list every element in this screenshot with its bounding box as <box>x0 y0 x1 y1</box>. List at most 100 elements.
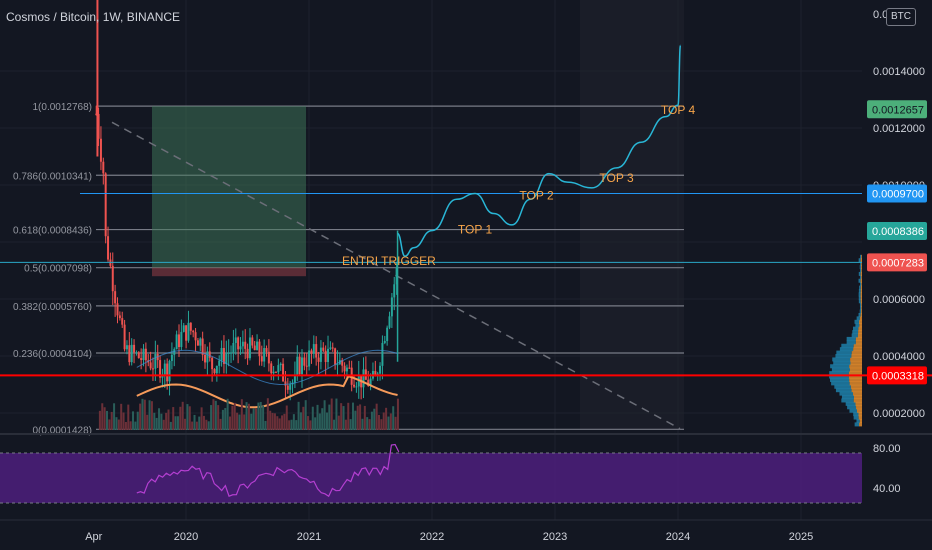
profile-bar <box>861 275 862 280</box>
candle-body <box>317 357 320 362</box>
price-tick: 0.0002000 <box>873 408 925 420</box>
volume-bar <box>344 419 347 430</box>
future-zone <box>580 0 684 430</box>
profile-bar <box>853 343 862 348</box>
candle-body <box>232 342 235 353</box>
profit-zone <box>152 106 306 268</box>
profile-bar <box>851 354 862 358</box>
profile-bar <box>861 302 862 307</box>
symbol-title: Cosmos / Bitcoin, 1W, BINANCE <box>6 10 181 24</box>
volume-bar <box>281 415 284 430</box>
candle-body <box>140 358 143 361</box>
volume-bar <box>141 398 144 430</box>
candle-body <box>282 363 285 382</box>
candle-body <box>300 357 303 375</box>
volume-bar <box>167 409 170 430</box>
volume-bar <box>139 403 142 430</box>
candle-body <box>353 384 356 387</box>
profile-bar <box>855 323 860 328</box>
volume-bar <box>351 402 354 430</box>
candle-body <box>355 386 358 388</box>
candle-body <box>208 351 211 358</box>
candle-body <box>390 297 393 317</box>
candle-body <box>381 342 384 366</box>
rsi-tick: 40.00 <box>873 483 901 495</box>
annotation-label: TOP 3 <box>599 171 634 185</box>
volume-bar <box>370 411 373 430</box>
candle-body <box>244 341 247 349</box>
profile-bar <box>860 306 862 311</box>
volume-bar <box>342 406 345 430</box>
volume-bar <box>311 406 314 430</box>
time-tick: 2022 <box>420 531 444 543</box>
candle-body <box>123 324 126 350</box>
rsi-tick: 80.00 <box>873 443 901 455</box>
volume-bar <box>108 419 111 430</box>
volume-bar <box>385 407 388 430</box>
volume-bar <box>359 404 362 430</box>
profile-bar <box>860 312 862 317</box>
profile-bar <box>860 285 862 290</box>
profile-bar <box>857 333 862 338</box>
profile-bar <box>858 278 861 283</box>
volume-bar <box>205 419 208 430</box>
profile-bar <box>835 388 852 393</box>
candle-body <box>104 173 107 237</box>
candle-body <box>185 325 188 341</box>
volume-bar <box>160 413 163 430</box>
profile-bar <box>852 330 859 335</box>
profile-bar <box>853 412 859 417</box>
candle-body <box>253 345 256 351</box>
volume-bar <box>363 405 366 430</box>
volume-bar <box>224 408 227 430</box>
candle-body <box>222 347 225 364</box>
volume-bars <box>98 398 399 430</box>
rsi-line <box>136 443 400 498</box>
volume-bar <box>245 402 248 430</box>
volume-bar <box>129 421 132 430</box>
currency-badge[interactable]: BTC <box>886 8 916 26</box>
annotations: ENTRI TRIGGER TOP 1 TOP 2 TOP 3 TOP 4 <box>342 103 695 268</box>
profile-bar <box>847 405 857 410</box>
profile-bar <box>858 415 862 420</box>
volume-bar <box>271 412 274 430</box>
candle-body <box>393 284 396 298</box>
volume-bar <box>340 403 343 430</box>
candle-body <box>324 350 327 363</box>
volume-bar <box>148 400 151 430</box>
time-tick: 2021 <box>297 531 321 543</box>
candle-body <box>298 356 301 375</box>
candle-body <box>170 354 173 361</box>
profile-bar <box>849 367 862 372</box>
profile-bar <box>854 319 859 324</box>
volume-bar <box>226 398 229 430</box>
candle-body <box>206 351 209 363</box>
price-badge-text: 0.0007283 <box>872 257 924 269</box>
profile-bar <box>836 350 852 355</box>
stop-zone <box>152 267 306 277</box>
volume-bar <box>302 406 305 430</box>
candle-body <box>187 322 190 341</box>
volume-bar <box>124 421 127 430</box>
volume-bar <box>255 408 258 430</box>
profile-bar <box>861 306 862 311</box>
volume-bar <box>266 398 269 430</box>
profile-bar <box>855 401 862 406</box>
profile-bar <box>860 295 862 300</box>
candle-body <box>312 344 315 354</box>
candle-body <box>305 365 308 367</box>
time-tick: 2020 <box>174 531 198 543</box>
rsi-band <box>0 453 862 503</box>
candle-body <box>199 338 202 346</box>
profile-bar <box>853 415 859 420</box>
profile-bar <box>860 289 862 294</box>
fib-label: 0.618(0.0008436) <box>13 226 92 237</box>
volume-bar <box>228 416 231 430</box>
candle-body <box>322 347 325 351</box>
volume-bar <box>323 400 326 430</box>
volume-bar <box>380 419 383 430</box>
volume-bar <box>283 413 286 430</box>
profile-bar <box>853 347 862 352</box>
candle-body <box>256 341 259 351</box>
